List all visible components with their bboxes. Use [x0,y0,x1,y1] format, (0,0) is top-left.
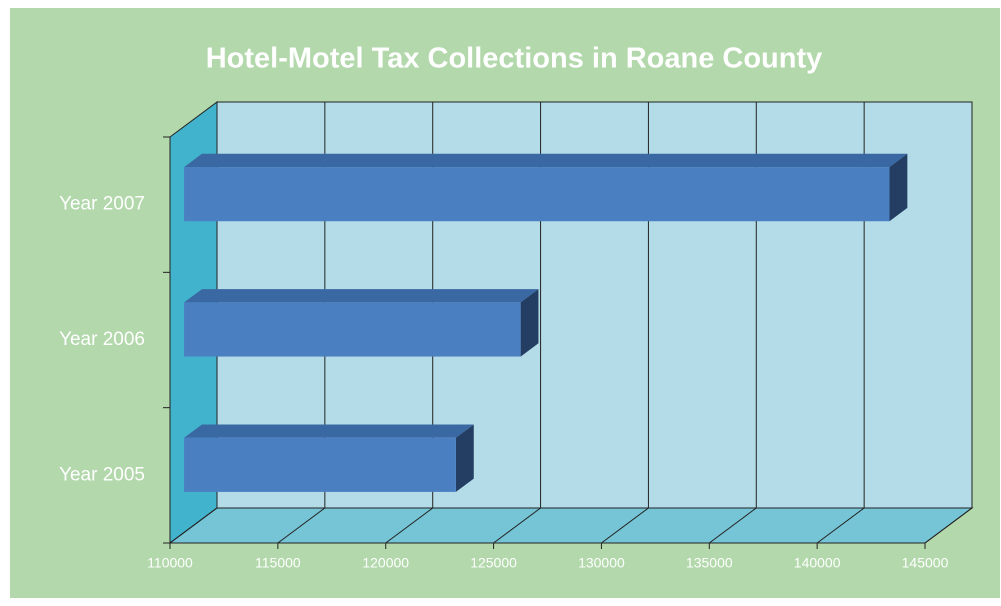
grid-line [277,507,326,544]
x-tick-label: 125000 [470,555,517,571]
grid-line [385,507,434,544]
x-tick-label: 145000 [902,555,949,571]
y-tick-label: Year 2005 [59,464,145,485]
chart-title: Hotel-Motel Tax Collections in Roane Cou… [206,43,823,75]
grid-line [493,507,541,544]
bar-side [520,289,539,357]
y-tick-label: Year 2006 [59,329,145,350]
x-tick-label: 140000 [794,555,841,571]
floor [168,507,974,544]
grid-line [924,507,973,544]
grid-line [708,507,757,544]
bar [184,167,890,222]
x-tick-label: 115000 [255,555,301,571]
x-tick-label: 120000 [362,555,409,571]
bar [184,437,456,492]
bar-top [184,424,474,438]
bar-side [889,153,908,222]
x-tick-label: 135000 [686,555,733,571]
bar-top [184,289,539,303]
grid-line [601,507,649,544]
x-tick-label: 110000 [147,555,193,571]
grid-line [816,507,865,544]
bar [184,302,521,357]
y-tick-label: Year 2007 [59,194,145,215]
plot-area: 110000 115000 120000 125000 130000 135000 1400… [59,101,974,571]
grid-line [169,507,218,544]
x-tick-label: 130000 [578,555,625,571]
bar-top [184,153,908,168]
bar-side [455,424,474,492]
